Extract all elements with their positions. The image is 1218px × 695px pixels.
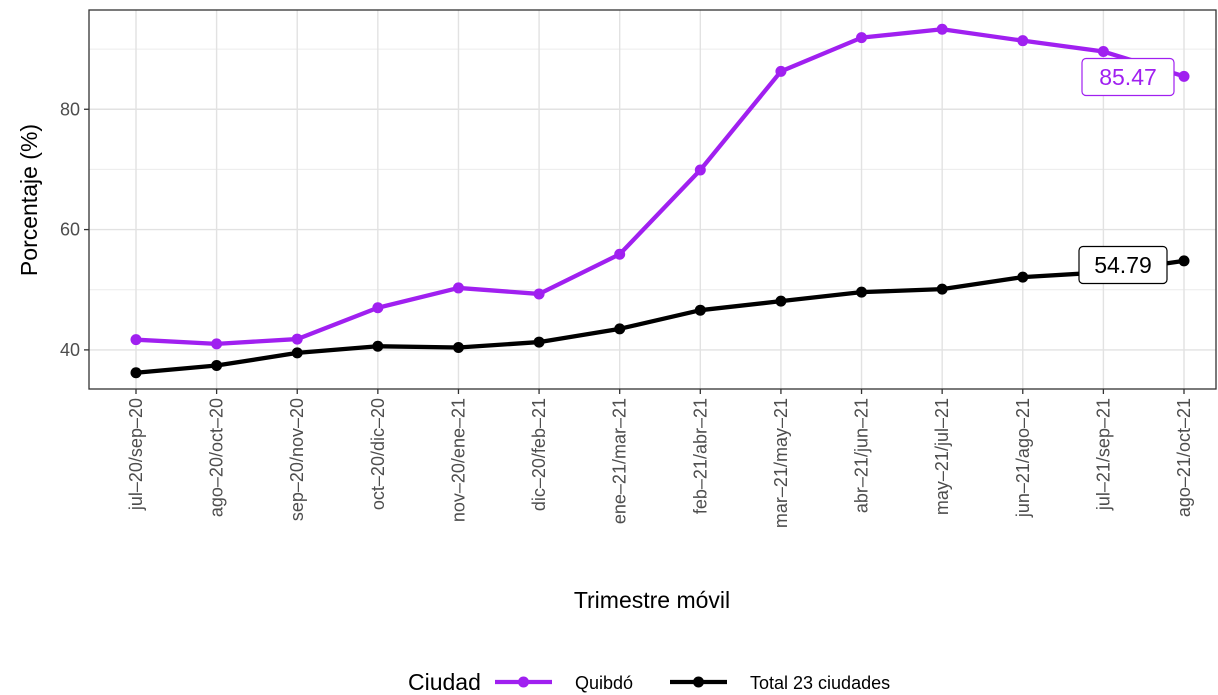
series-point <box>291 347 303 359</box>
series-point <box>372 340 384 352</box>
series-point <box>775 65 787 77</box>
series-point <box>936 283 948 295</box>
series-point <box>856 286 868 298</box>
series-point <box>130 334 142 346</box>
series-line <box>133 258 1187 375</box>
x-tick-label: jul–20/sep–20 <box>126 398 146 511</box>
series-point <box>614 323 626 335</box>
y-tick-label: 60 <box>60 220 80 240</box>
series-point <box>533 288 545 300</box>
end-label-box <box>1081 57 1175 97</box>
legend-label: Total 23 ciudades <box>750 673 890 693</box>
end-labels-layer: 85.47 54.79 <box>1078 57 1175 285</box>
x-tick-label: feb–21/abr–21 <box>690 398 710 514</box>
x-tick-label: may–21/jul–21 <box>932 398 952 515</box>
series-point <box>694 304 706 316</box>
x-tick-label: oct–20/dic–20 <box>368 398 388 510</box>
x-tick-label: dic–20/feb–21 <box>529 398 549 511</box>
x-tick-label: ago–20/oct–20 <box>207 398 227 517</box>
series-point <box>694 164 706 176</box>
series-line <box>133 27 1187 347</box>
x-tick-label: ene–21/mar–21 <box>610 398 630 524</box>
series-point <box>1097 46 1109 58</box>
x-axis-title: Trimestre móvil <box>574 587 730 613</box>
y-tick-label: 80 <box>60 99 80 119</box>
series-point <box>452 282 464 294</box>
x-tick-label: mar–21/may–21 <box>771 398 791 528</box>
series-point <box>936 23 948 35</box>
legend: Ciudad Quibdó Total 23 ciudades <box>408 669 890 695</box>
series-point <box>130 367 142 379</box>
series-point <box>211 338 223 350</box>
series-point <box>372 302 384 314</box>
x-tick-label: abr–21/jun–21 <box>852 398 872 513</box>
series-point <box>1017 271 1029 283</box>
end-label-text: 54.79 <box>1094 252 1152 278</box>
x-tick-label: jun–21/ago–21 <box>1013 398 1033 518</box>
end-label-box <box>1078 245 1168 285</box>
end-value-label: 85.47 <box>1081 57 1175 97</box>
series-point <box>856 32 868 44</box>
legend-title: Ciudad <box>408 669 481 695</box>
series-point <box>533 336 545 348</box>
end-value-label: 54.79 <box>1078 245 1168 285</box>
series-point <box>291 333 303 345</box>
x-tick-label: sep–20/nov–20 <box>287 398 307 521</box>
legend-item: Total 23 ciudades <box>670 673 890 693</box>
series-point <box>1178 70 1190 82</box>
series-point <box>211 360 223 372</box>
legend-key-point <box>693 676 704 688</box>
series-point <box>775 295 787 307</box>
y-axis-title: Porcentaje (%) <box>16 124 42 276</box>
series-point <box>1017 35 1029 47</box>
x-tick-label: nov–20/ene–21 <box>448 398 468 522</box>
series-point <box>614 248 626 260</box>
legend-item: Quibdó <box>495 673 633 693</box>
y-tick-label: 40 <box>60 340 80 360</box>
axes-layer: 40 60 80 jul–20/sep–20 ago–20/oct–20 sep–20/n… <box>60 99 1194 528</box>
series-point <box>1178 255 1190 267</box>
end-label-text: 85.47 <box>1099 64 1157 90</box>
grid-lines <box>89 10 1216 389</box>
plot-panel-border <box>88 9 1217 390</box>
x-tick-label: ago–21/oct–21 <box>1174 398 1194 517</box>
legend-key-point <box>518 676 529 688</box>
series-point <box>452 341 464 353</box>
legend-label: Quibdó <box>575 673 633 693</box>
x-tick-label: jul–21/sep–21 <box>1093 398 1113 511</box>
